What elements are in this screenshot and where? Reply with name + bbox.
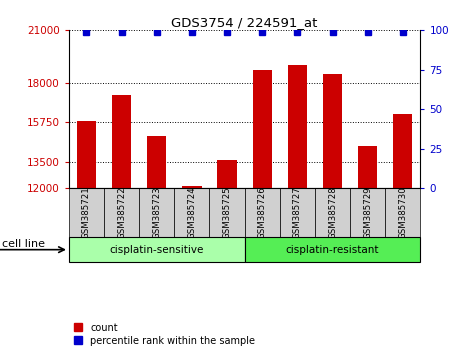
Bar xyxy=(112,95,131,188)
Bar xyxy=(77,121,96,188)
Bar xyxy=(393,114,412,188)
Bar xyxy=(174,188,209,238)
Bar xyxy=(69,188,104,238)
Text: GSM385730: GSM385730 xyxy=(399,187,407,239)
Bar xyxy=(104,188,139,238)
Bar xyxy=(69,238,245,262)
Legend: count, percentile rank within the sample: count, percentile rank within the sample xyxy=(74,323,255,346)
Text: GSM385728: GSM385728 xyxy=(328,187,337,239)
Text: GSM385726: GSM385726 xyxy=(258,187,266,239)
Text: cisplatin-resistant: cisplatin-resistant xyxy=(286,245,379,255)
Bar xyxy=(288,65,307,188)
Bar xyxy=(358,146,377,188)
Title: GDS3754 / 224591_at: GDS3754 / 224591_at xyxy=(171,16,318,29)
Bar xyxy=(253,70,272,188)
Text: GSM385722: GSM385722 xyxy=(117,187,126,239)
Bar xyxy=(245,238,420,262)
Text: GSM385725: GSM385725 xyxy=(223,187,231,239)
Text: cisplatin-sensitive: cisplatin-sensitive xyxy=(110,245,204,255)
Text: GSM385727: GSM385727 xyxy=(293,187,302,239)
Bar xyxy=(139,188,174,238)
Bar xyxy=(323,74,342,188)
Text: GSM385724: GSM385724 xyxy=(188,187,196,239)
Text: GSM385721: GSM385721 xyxy=(82,187,91,239)
Bar xyxy=(147,136,166,188)
Bar xyxy=(209,188,245,238)
Bar xyxy=(218,160,237,188)
Bar xyxy=(385,188,420,238)
Text: GSM385729: GSM385729 xyxy=(363,187,372,239)
Bar xyxy=(245,188,280,238)
Bar xyxy=(350,188,385,238)
Text: GSM385723: GSM385723 xyxy=(152,187,161,239)
Bar xyxy=(182,187,201,188)
Bar xyxy=(280,188,315,238)
Text: cell line: cell line xyxy=(2,239,46,249)
Bar xyxy=(315,188,350,238)
